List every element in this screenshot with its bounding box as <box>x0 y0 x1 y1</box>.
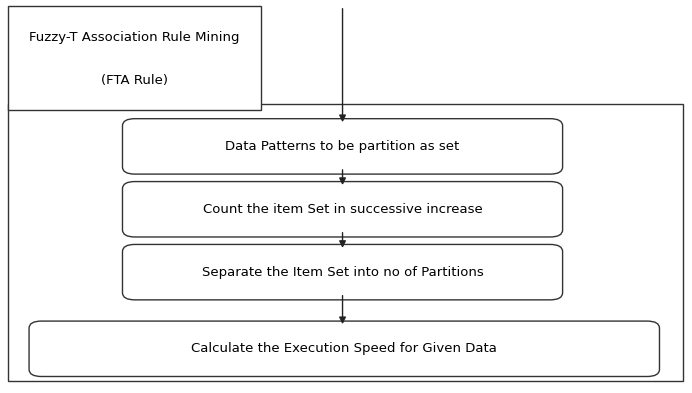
FancyBboxPatch shape <box>122 119 563 174</box>
FancyBboxPatch shape <box>122 244 563 300</box>
Text: Count the item Set in successive increase: Count the item Set in successive increas… <box>203 203 482 216</box>
FancyBboxPatch shape <box>8 6 261 110</box>
FancyBboxPatch shape <box>29 321 659 376</box>
Text: Calculate the Execution Speed for Given Data: Calculate the Execution Speed for Given … <box>191 342 498 355</box>
FancyBboxPatch shape <box>8 104 683 381</box>
FancyBboxPatch shape <box>122 182 563 237</box>
Text: Separate the Item Set into no of Partitions: Separate the Item Set into no of Partiti… <box>201 266 484 279</box>
Text: (FTA Rule): (FTA Rule) <box>101 74 168 87</box>
Text: Data Patterns to be partition as set: Data Patterns to be partition as set <box>226 140 459 153</box>
Text: Fuzzy-T Association Rule Mining: Fuzzy-T Association Rule Mining <box>29 31 240 44</box>
